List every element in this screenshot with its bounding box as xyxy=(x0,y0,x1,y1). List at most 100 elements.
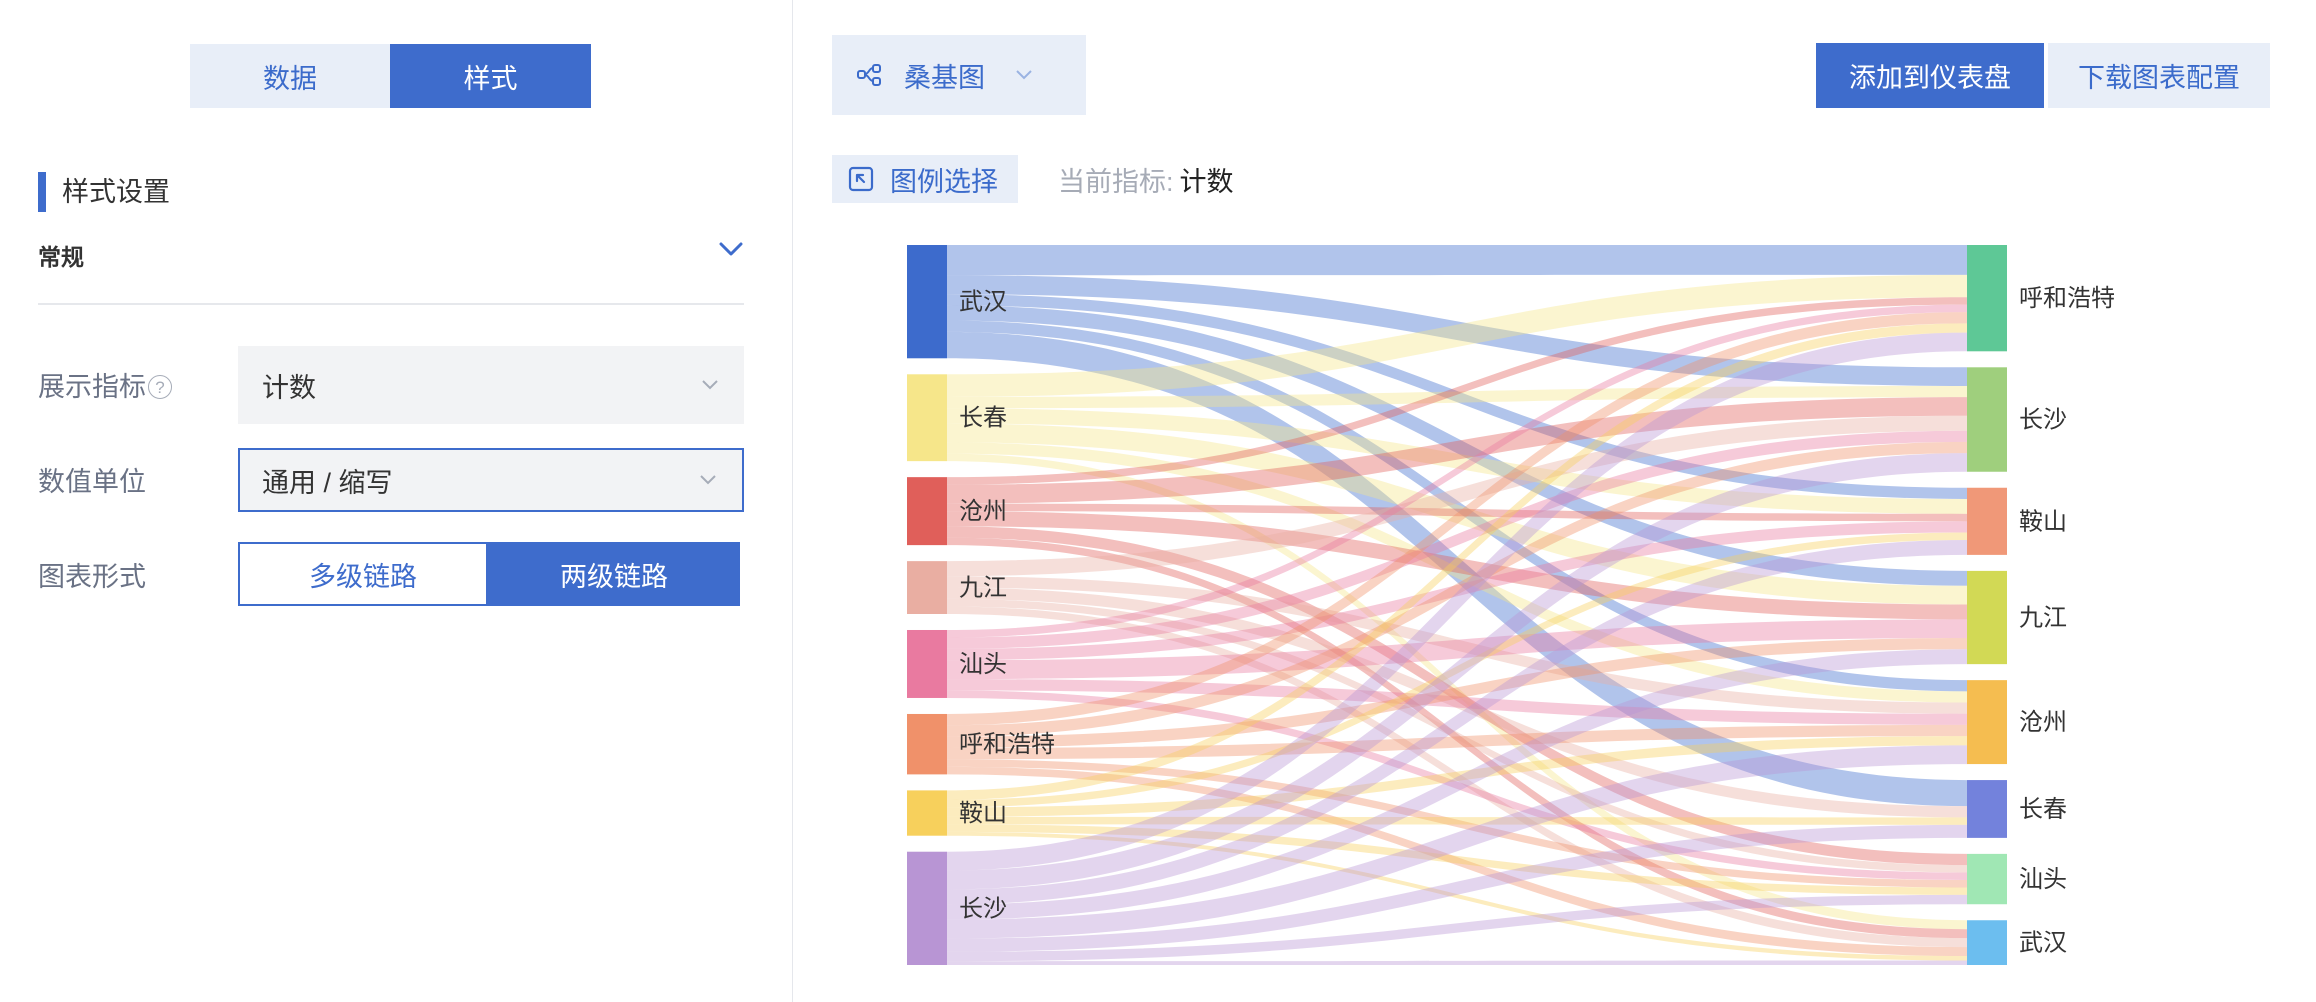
sankey-link[interactable] xyxy=(947,598,1967,873)
sankey-link[interactable] xyxy=(947,331,1967,807)
sankey-link[interactable] xyxy=(947,526,1967,866)
display-metric-select[interactable]: 计数 xyxy=(238,346,744,424)
chart-type-select[interactable]: 桑基图 xyxy=(832,35,1086,115)
sankey-icon xyxy=(857,64,881,86)
target-node[interactable] xyxy=(1967,780,2007,838)
sankey-link[interactable] xyxy=(947,576,1967,714)
sankey-link[interactable] xyxy=(947,532,1967,808)
source-node[interactable] xyxy=(907,374,947,462)
sankey-link[interactable] xyxy=(947,724,1967,760)
legend-select-button[interactable]: 图例选择 xyxy=(832,155,1018,203)
download-config-button[interactable]: 下载图表配置 xyxy=(2048,43,2270,108)
source-node[interactable] xyxy=(907,561,947,614)
collapse-group-general[interactable]: 常规 xyxy=(38,244,84,270)
source-node-label: 武汉 xyxy=(959,289,1007,316)
sankey-link[interactable] xyxy=(947,442,1967,703)
sankey-link[interactable] xyxy=(947,441,1967,737)
sankey-link[interactable] xyxy=(947,690,1967,880)
sankey-link[interactable] xyxy=(947,320,1967,692)
sankey-link[interactable] xyxy=(947,521,1967,661)
sankey-link[interactable] xyxy=(947,824,1967,895)
sankey-link[interactable] xyxy=(947,275,1967,386)
display-metric-label-text: 展示指标 xyxy=(38,372,146,402)
target-node[interactable] xyxy=(1967,367,2007,472)
target-node[interactable] xyxy=(1967,487,2007,555)
sankey-link[interactable] xyxy=(947,312,1967,726)
sankey-link[interactable] xyxy=(947,606,1967,948)
sankey-link[interactable] xyxy=(947,297,1967,485)
sankey-link[interactable] xyxy=(947,408,1967,514)
source-node-label: 沧州 xyxy=(959,498,1007,525)
target-node[interactable] xyxy=(1967,570,2007,665)
current-metric-value: 计数 xyxy=(1179,167,1234,197)
add-to-dashboard-button[interactable]: 添加到仪表盘 xyxy=(1816,43,2044,108)
target-node[interactable] xyxy=(1967,920,2007,965)
chevron-down-icon[interactable] xyxy=(716,234,746,264)
sankey-link[interactable] xyxy=(947,766,1967,957)
tab-data[interactable]: 数据 xyxy=(190,44,390,108)
source-node[interactable] xyxy=(907,713,947,775)
source-node[interactable] xyxy=(907,477,947,546)
sankey-link[interactable] xyxy=(947,245,1967,276)
sankey-link[interactable] xyxy=(947,423,1967,605)
tab-style[interactable]: 样式 xyxy=(390,44,591,108)
chart-form-multi-level-button[interactable]: 多级链路 xyxy=(238,542,488,606)
sankey-link[interactable] xyxy=(947,294,1967,499)
sankey-link[interactable] xyxy=(947,824,1967,952)
sankey-link[interactable] xyxy=(947,304,1967,638)
sankey-link[interactable] xyxy=(947,323,1967,800)
target-node[interactable] xyxy=(1967,245,2007,352)
sankey-link[interactable] xyxy=(947,619,1967,680)
source-node[interactable] xyxy=(907,790,947,836)
source-node[interactable] xyxy=(907,629,947,698)
chevron-down-icon xyxy=(700,475,716,485)
source-node[interactable] xyxy=(907,851,947,965)
source-node-label: 汕头 xyxy=(959,651,1007,678)
target-node[interactable] xyxy=(1967,853,2007,905)
chart-form-label: 图表形式 xyxy=(38,562,146,592)
sankey-link[interactable] xyxy=(947,511,1967,620)
sankey-link[interactable] xyxy=(947,537,1967,939)
chart-form-two-level-button[interactable]: 两级链路 xyxy=(488,542,740,606)
sankey-link[interactable] xyxy=(947,759,1967,888)
sankey-link[interactable] xyxy=(947,385,1967,409)
sankey-link[interactable] xyxy=(947,430,1967,649)
sankey-link[interactable] xyxy=(947,415,1967,577)
sankey-link[interactable] xyxy=(947,453,1967,930)
sankey-link[interactable] xyxy=(947,397,1967,504)
current-metric: 当前指标: 计数 xyxy=(1058,160,1234,199)
value-unit-value: 通用 / 缩写 xyxy=(262,467,393,498)
target-node-label: 呼和浩特 xyxy=(2019,285,2115,312)
current-metric-label: 当前指标: xyxy=(1058,167,1174,197)
help-icon[interactable]: ? xyxy=(148,374,172,399)
sankey-link[interactable] xyxy=(947,679,1967,725)
sankey-link[interactable] xyxy=(947,638,1967,748)
sankey-links xyxy=(947,245,1967,965)
value-unit-select[interactable]: 通用 / 缩写 xyxy=(238,448,744,512)
sankey-link[interactable] xyxy=(947,960,1967,965)
display-metric-value: 计数 xyxy=(262,372,316,403)
source-node[interactable] xyxy=(907,245,947,359)
style-settings-panel: 数据 样式 样式设置 常规 展示指标? 计数 数值单位 通用 / 缩写 图表形式… xyxy=(0,0,793,1002)
sankey-link[interactable] xyxy=(947,736,1967,817)
target-node-label: 武汉 xyxy=(2019,930,2067,957)
sankey-link[interactable] xyxy=(947,332,1967,871)
sankey-link[interactable] xyxy=(947,587,1967,818)
legend-select-label: 图例选择 xyxy=(890,166,998,197)
sankey-link[interactable] xyxy=(947,745,1967,939)
sankey-link[interactable] xyxy=(947,894,1967,962)
sankey-link[interactable] xyxy=(947,649,1967,920)
sankey-link[interactable] xyxy=(947,274,1967,397)
source-node-label: 长春 xyxy=(959,405,1007,432)
sankey-link[interactable] xyxy=(947,305,1967,586)
target-node[interactable] xyxy=(1967,680,2007,765)
source-node-label: 鞍山 xyxy=(959,800,1007,827)
sankey-link[interactable] xyxy=(947,816,1967,825)
sankey-link[interactable] xyxy=(947,503,1967,522)
sankey-link[interactable] xyxy=(947,539,1967,905)
sankey-link[interactable] xyxy=(947,453,1967,890)
source-node-label: 九江 xyxy=(959,575,1007,602)
sankey-link[interactable] xyxy=(947,831,1967,961)
target-node-label: 鞍山 xyxy=(2019,508,2067,535)
